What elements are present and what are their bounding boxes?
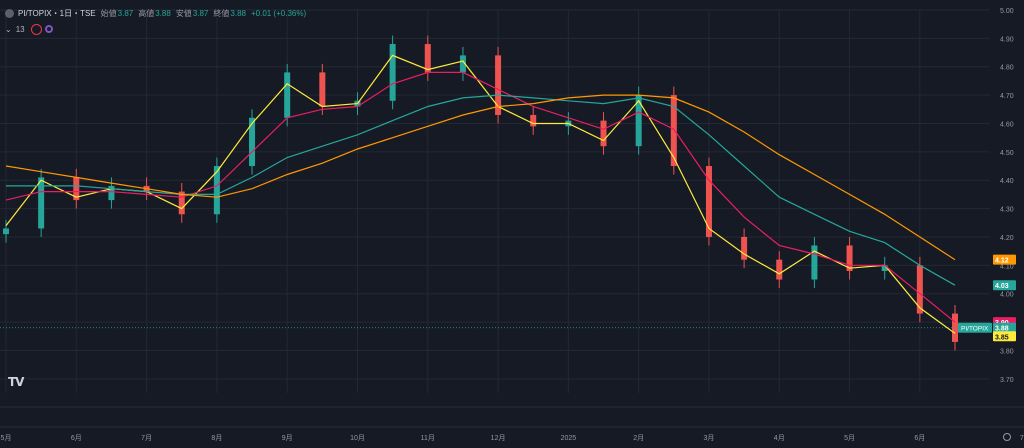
x-tick-label: 2025 [561, 435, 577, 442]
high-label: 高値 [138, 8, 155, 18]
x-tick-label: 7月 [1020, 434, 1024, 442]
price-tag-label: 3.85 [995, 334, 1009, 341]
eye-icon[interactable] [30, 23, 42, 35]
x-tick-label: 6月 [71, 434, 82, 442]
y-tick-label: 4.30 [1000, 207, 1014, 214]
price-tag [993, 254, 1016, 265]
y-tick-label: 3.70 [1000, 377, 1014, 384]
low-label: 安値 [175, 8, 192, 18]
candle-body [600, 120, 607, 147]
candle-body [178, 191, 185, 215]
y-tick-label: 3.80 [1000, 348, 1014, 355]
close-label: 終値 [213, 8, 230, 18]
change-value: +0.01 (+0.36%) [250, 8, 307, 18]
open-label: 始値 [100, 8, 117, 18]
price-tag-label: 4.03 [995, 283, 1009, 290]
symbol-title[interactable]: PI/TOPIX・1日・TSE [18, 8, 96, 18]
x-tick-label: 11月 [421, 434, 435, 442]
symbol-logo-icon [5, 8, 14, 18]
x-tick-label: 5月 [1, 434, 12, 442]
x-tick-label: 8月 [211, 434, 222, 442]
indicator-count[interactable]: 13 [15, 24, 25, 34]
x-tick-label: 10月 [350, 434, 365, 442]
candle-body [424, 44, 431, 73]
indicator-row: ⌄ 13 [5, 23, 53, 35]
candle-body [635, 95, 642, 147]
candle-body [108, 185, 115, 201]
candle-body [284, 72, 291, 118]
open-value: 3.87 [117, 8, 134, 18]
candle-body [249, 117, 256, 167]
symbol-tag [958, 322, 992, 333]
y-tick-label: 5.00 [1000, 8, 1014, 15]
x-tick-label: 4月 [774, 434, 785, 442]
y-tick-label: 4.00 [1000, 292, 1014, 299]
candle-body [459, 55, 466, 73]
candle-body [73, 177, 80, 201]
x-tick-label: 12月 [491, 434, 506, 442]
x-tick-label: 9月 [282, 434, 293, 442]
candle-body [38, 177, 45, 229]
x-tick-label: 5月 [844, 434, 855, 442]
x-tick-label: 7月 [141, 434, 152, 442]
candle-body [811, 245, 818, 280]
y-tick-label: 4.50 [1000, 150, 1014, 157]
gear-icon[interactable] [44, 25, 53, 33]
chevron-down-icon[interactable]: ⌄ [5, 24, 12, 34]
y-tick-label: 4.40 [1000, 178, 1014, 185]
tradingview-logo-icon[interactable]: TV [8, 375, 25, 389]
high-value: 3.88 [155, 8, 171, 18]
candle-body [495, 55, 502, 115]
y-tick-label: 4.60 [1000, 121, 1014, 128]
x-tick-label: 6月 [914, 434, 925, 442]
price-tag [993, 280, 1016, 291]
price-tag-label: 4.12 [995, 258, 1009, 265]
series-line-ema_mid [5, 71, 956, 323]
low-value: 3.87 [192, 8, 209, 18]
candle-body [213, 166, 220, 215]
series-line-ema_slow [6, 94, 956, 286]
x-tick-label: 2月 [633, 434, 644, 442]
y-tick-label: 4.80 [1000, 65, 1014, 72]
candle-body [741, 236, 748, 260]
candle-body [776, 259, 783, 280]
symbol-tag-label: PI/TOPIX [961, 326, 989, 333]
price-tag [993, 331, 1016, 342]
series-line-ema_fast [5, 54, 956, 334]
candle-body [705, 166, 712, 237]
candle-body [846, 245, 853, 272]
price-tag-label: 3.88 [995, 326, 1009, 333]
x-tick-label: 3月 [704, 434, 715, 442]
candle-body [881, 265, 888, 272]
candle-body [319, 72, 326, 107]
y-tick-label: 4.20 [1000, 235, 1014, 242]
settings-icon[interactable] [1003, 433, 1011, 441]
candle-body [530, 114, 537, 127]
y-tick-label: 4.10 [1000, 263, 1014, 270]
price-tag [993, 322, 1016, 333]
y-tick-label: 4.90 [1000, 36, 1014, 43]
series-line-ema_long [5, 94, 956, 261]
y-tick-label: 4.70 [1000, 93, 1014, 100]
candle-body [3, 228, 9, 235]
candle-body [916, 265, 923, 314]
close-value: 3.88 [230, 8, 246, 18]
candle-body [389, 44, 396, 101]
chart-header: PI/TOPIX・1日・TSE 始値 3.87 高値 3.88 安値 3.87 終値 3… [5, 6, 311, 20]
candle-body [670, 95, 677, 167]
